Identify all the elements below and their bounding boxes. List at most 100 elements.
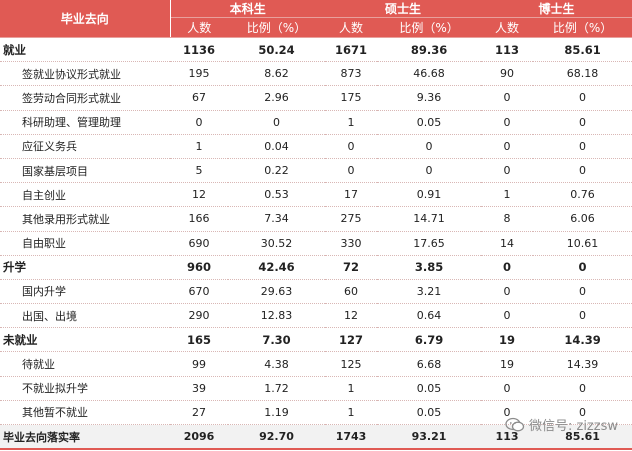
ratio-cell: 4.38 [228, 351, 326, 377]
ratio-cell: 29.63 [228, 279, 326, 305]
row-label: 自主创业 [0, 182, 170, 208]
header-sub-label: 人数 [325, 17, 378, 38]
count-cell: 0 [170, 110, 228, 135]
row-label: 出国、出境 [0, 303, 170, 329]
ratio-cell: 1.72 [228, 376, 326, 401]
count-cell: 330 [325, 231, 378, 256]
count-cell: 0 [481, 158, 534, 184]
count-cell: 175 [325, 85, 378, 111]
ratio-cell: 0.22 [228, 158, 326, 184]
row-label: 升学 [0, 255, 170, 280]
category-row: 就业 1136 50.24 1671 89.36 113 85.61 [0, 37, 632, 63]
ratio-cell: 0 [533, 255, 632, 280]
table-row: 其他暂不就业 27 1.19 1 0.05 0 0 [0, 400, 632, 426]
row-label: 其他暂不就业 [0, 400, 170, 426]
ratio-cell: 3.21 [377, 279, 482, 305]
ratio-cell: 92.70 [228, 424, 326, 451]
ratio-cell: 0 [533, 134, 632, 159]
count-cell: 27 [170, 400, 228, 426]
ratio-cell: 8.62 [228, 61, 326, 87]
count-cell: 0 [481, 376, 534, 401]
total-row: 毕业去向落实率 2096 92.70 1743 93.21 113 85.61 [0, 424, 632, 451]
count-cell: 39 [170, 376, 228, 401]
table-row: 签就业协议形式就业 195 8.62 873 46.68 90 68.18 [0, 61, 632, 87]
header-sub-label: 比例（%） [377, 17, 482, 38]
count-cell: 113 [481, 424, 534, 451]
row-label: 就业 [0, 37, 170, 63]
table-row: 出国、出境 290 12.83 12 0.64 0 0 [0, 303, 632, 329]
category-row: 未就业 165 7.30 127 6.79 19 14.39 [0, 327, 632, 353]
table-row: 国家基层项目 5 0.22 0 0 0 0 [0, 158, 632, 184]
ratio-cell: 0.91 [377, 182, 482, 208]
ratio-cell: 6.68 [377, 351, 482, 377]
count-cell: 1 [481, 182, 534, 208]
count-cell: 125 [325, 351, 378, 377]
count-cell: 72 [325, 255, 378, 280]
count-cell: 0 [325, 134, 378, 159]
count-cell: 0 [481, 134, 534, 159]
count-cell: 0 [481, 85, 534, 111]
header-corner: 毕业去向 [0, 0, 171, 38]
count-cell: 0 [481, 255, 534, 280]
ratio-cell: 0 [533, 279, 632, 305]
ratio-cell: 9.36 [377, 85, 482, 111]
ratio-cell: 0.64 [377, 303, 482, 329]
row-label: 签劳动合同形式就业 [0, 85, 170, 111]
table-row: 科研助理、管理助理 0 0 1 0.05 0 0 [0, 110, 632, 135]
count-cell: 195 [170, 61, 228, 87]
header-group-master: 硕士生 [325, 0, 482, 18]
row-label: 国家基层项目 [0, 158, 170, 184]
count-cell: 873 [325, 61, 378, 87]
ratio-cell: 12.83 [228, 303, 326, 329]
row-label: 科研助理、管理助理 [0, 110, 170, 135]
ratio-cell: 0.05 [377, 110, 482, 135]
count-cell: 1136 [170, 37, 228, 63]
ratio-cell: 14.39 [533, 351, 632, 377]
ratio-cell: 14.71 [377, 206, 482, 232]
row-label: 国内升学 [0, 279, 170, 305]
ratio-cell: 89.36 [377, 37, 482, 63]
row-label: 签就业协议形式就业 [0, 61, 170, 87]
table-row: 应征义务兵 1 0.04 0 0 0 0 [0, 134, 632, 159]
category-row: 升学 960 42.46 72 3.85 0 0 [0, 255, 632, 280]
count-cell: 19 [481, 351, 534, 377]
table-row: 自由职业 690 30.52 330 17.65 14 10.61 [0, 231, 632, 256]
count-cell: 127 [325, 327, 378, 353]
count-cell: 1 [325, 400, 378, 426]
count-cell: 60 [325, 279, 378, 305]
count-cell: 19 [481, 327, 534, 353]
ratio-cell: 93.21 [377, 424, 482, 451]
ratio-cell: 0 [533, 400, 632, 426]
table-header: 毕业去向 本科生 硕士生 博士生 人数 比例（%） 人数 比例（%） 人数 比例… [0, 0, 632, 38]
count-cell: 1 [170, 134, 228, 159]
ratio-cell: 7.34 [228, 206, 326, 232]
ratio-cell: 10.61 [533, 231, 632, 256]
ratio-cell: 68.18 [533, 61, 632, 87]
header-sub-label: 人数 [481, 17, 534, 38]
ratio-cell: 2.96 [228, 85, 326, 111]
header-sub-label: 比例（%） [533, 17, 632, 38]
ratio-cell: 42.46 [228, 255, 326, 280]
row-label: 毕业去向落实率 [0, 424, 170, 451]
ratio-cell: 0 [533, 158, 632, 184]
count-cell: 113 [481, 37, 534, 63]
count-cell: 0 [481, 110, 534, 135]
ratio-cell: 0 [377, 134, 482, 159]
count-cell: 0 [481, 279, 534, 305]
row-label: 自由职业 [0, 231, 170, 256]
ratio-cell: 0 [228, 110, 326, 135]
count-cell: 290 [170, 303, 228, 329]
header-sub-label: 人数 [170, 17, 228, 38]
header-sub-label: 比例（%） [228, 17, 326, 38]
ratio-cell: 3.85 [377, 255, 482, 280]
count-cell: 1 [325, 110, 378, 135]
ratio-cell: 1.19 [228, 400, 326, 426]
table-row: 其他录用形式就业 166 7.34 275 14.71 8 6.06 [0, 206, 632, 232]
header-group-undergrad: 本科生 [170, 0, 326, 18]
count-cell: 14 [481, 231, 534, 256]
row-label: 其他录用形式就业 [0, 206, 170, 232]
table-row: 自主创业 12 0.53 17 0.91 1 0.76 [0, 182, 632, 208]
ratio-cell: 0 [533, 85, 632, 111]
ratio-cell: 6.79 [377, 327, 482, 353]
